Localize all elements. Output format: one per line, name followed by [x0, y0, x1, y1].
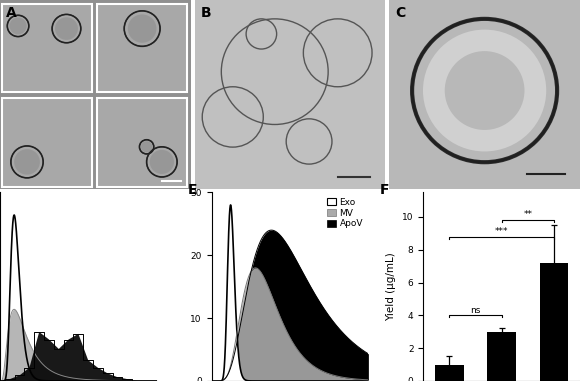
Legend: Exo, MV, ApoV: Exo, MV, ApoV	[326, 197, 364, 229]
Bar	[2, 4, 92, 93]
Bar	[97, 4, 187, 93]
Text: **: **	[523, 210, 532, 219]
Text: C: C	[395, 6, 405, 20]
Circle shape	[150, 150, 174, 174]
Bar	[487, 332, 516, 381]
Circle shape	[14, 149, 40, 174]
Text: F: F	[379, 183, 389, 197]
Circle shape	[423, 30, 546, 152]
Text: A: A	[6, 6, 16, 20]
Circle shape	[141, 141, 153, 152]
Y-axis label: Yield (μg/mL): Yield (μg/mL)	[386, 252, 397, 321]
Polygon shape	[0, 332, 157, 381]
Circle shape	[55, 17, 78, 40]
Circle shape	[445, 51, 524, 130]
Circle shape	[9, 18, 27, 34]
Text: ns: ns	[470, 306, 481, 315]
Text: ***: ***	[495, 227, 509, 236]
Bar	[539, 263, 568, 381]
Text: B: B	[200, 6, 211, 20]
Bar	[97, 98, 187, 187]
Circle shape	[128, 14, 157, 43]
Bar	[435, 365, 464, 381]
Text: E: E	[188, 183, 198, 197]
Bar	[2, 98, 92, 187]
